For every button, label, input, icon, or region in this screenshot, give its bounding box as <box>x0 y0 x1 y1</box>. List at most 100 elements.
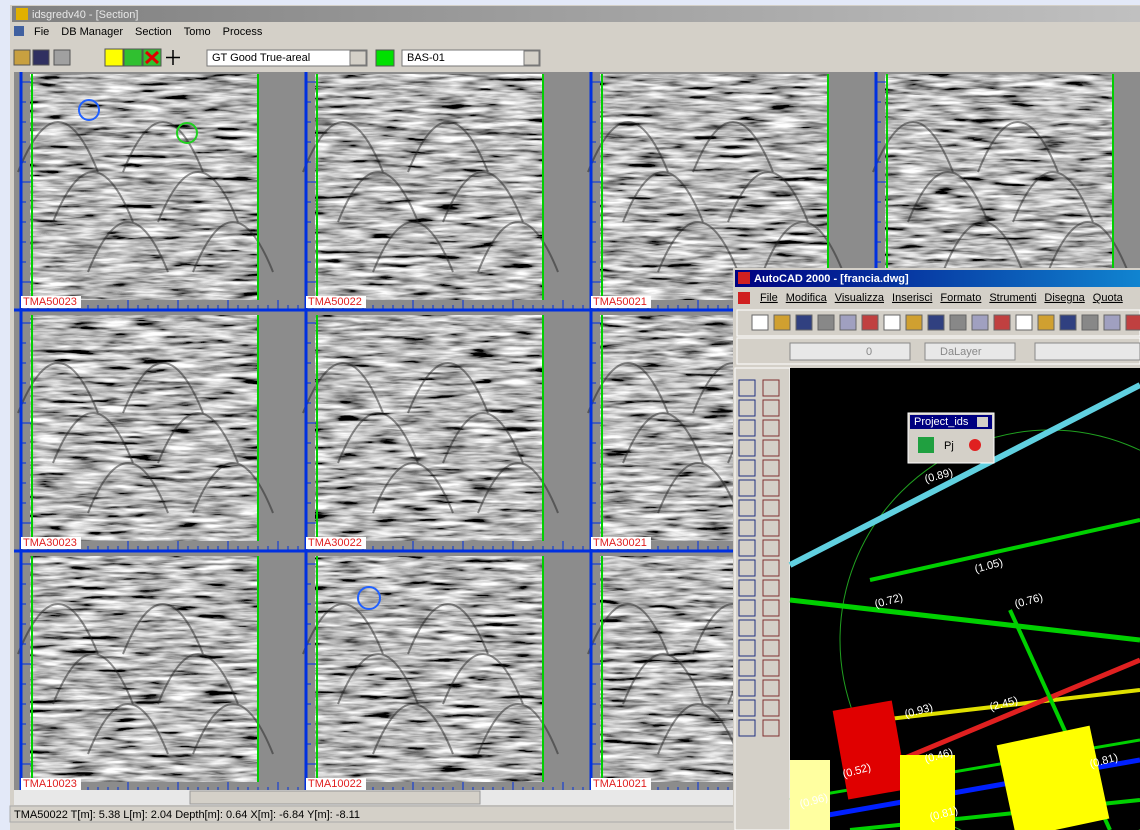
menu-item[interactable]: Quota <box>1093 292 1124 304</box>
lineweight-dropdown[interactable] <box>1034 342 1140 361</box>
tool-button[interactable] <box>993 314 1011 331</box>
draw-tool[interactable] <box>738 499 756 517</box>
draw-tool[interactable] <box>762 399 780 417</box>
linetype-dropdown[interactable] <box>924 342 1016 361</box>
draw-tool[interactable] <box>738 619 756 637</box>
menu-item[interactable]: Formato <box>940 292 981 304</box>
tool-button[interactable] <box>751 314 769 331</box>
draw-palette <box>734 367 791 830</box>
draw-tool[interactable] <box>762 479 780 497</box>
tool-button[interactable] <box>1037 314 1055 331</box>
tool-button[interactable] <box>883 314 901 331</box>
menu-item[interactable]: Inserisci <box>892 292 932 304</box>
cross-button[interactable] <box>166 50 180 65</box>
draw-tool[interactable] <box>738 379 756 397</box>
draw-tool[interactable] <box>738 419 756 437</box>
menu-item[interactable]: Process <box>223 26 263 38</box>
palette-button[interactable]: Pj <box>944 440 954 452</box>
draw-tool[interactable] <box>738 439 756 457</box>
hyperbola <box>587 603 669 655</box>
draw-tool[interactable] <box>738 459 756 477</box>
tool-button[interactable] <box>861 314 879 331</box>
tool-button[interactable] <box>1103 314 1121 331</box>
dropdown-arrow[interactable] <box>349 50 367 66</box>
draw-tool[interactable] <box>762 699 780 717</box>
draw-tool[interactable] <box>738 559 756 577</box>
menu-icon <box>14 26 24 36</box>
save-button[interactable] <box>32 49 50 66</box>
draw-tool[interactable] <box>738 699 756 717</box>
hyperbola <box>302 603 384 655</box>
draw-tool[interactable] <box>762 499 780 517</box>
draw-tool[interactable] <box>738 679 756 697</box>
tool-button[interactable] <box>1015 314 1033 331</box>
tool-button[interactable] <box>905 314 923 331</box>
draw-tool[interactable] <box>762 619 780 637</box>
draw-tool[interactable] <box>738 719 756 737</box>
draw-tool[interactable] <box>738 639 756 657</box>
menu-item[interactable]: Disegna <box>1044 292 1085 304</box>
print-button[interactable] <box>53 49 71 66</box>
draw-tool[interactable] <box>738 399 756 417</box>
menu-item[interactable]: Section <box>135 26 172 38</box>
menu-item[interactable]: Strumenti <box>989 292 1036 304</box>
hyperbola <box>762 221 844 273</box>
palette-stop-button[interactable] <box>969 439 981 451</box>
draw-tool[interactable] <box>762 659 780 677</box>
draw-tool[interactable] <box>738 599 756 617</box>
draw-tool[interactable] <box>762 559 780 577</box>
draw-tool[interactable] <box>762 679 780 697</box>
tool-button[interactable] <box>795 314 813 331</box>
draw-tool[interactable] <box>762 579 780 597</box>
draw-tool[interactable] <box>762 639 780 657</box>
menu-item[interactable]: Tomo <box>184 26 211 38</box>
draw-tool[interactable] <box>762 379 780 397</box>
draw-tool[interactable] <box>762 419 780 437</box>
menu-item[interactable]: DB Manager <box>61 26 123 38</box>
palette-close[interactable] <box>977 417 988 427</box>
tool-button[interactable] <box>971 314 989 331</box>
menu-item[interactable]: Visualizza <box>835 292 885 304</box>
layer-dropdown[interactable] <box>206 49 368 67</box>
palette-title: Project_ids <box>914 416 969 428</box>
menu-item[interactable]: Modifica <box>786 292 828 304</box>
color-button[interactable] <box>375 49 395 67</box>
draw-tool[interactable] <box>762 519 780 537</box>
circle-button[interactable] <box>123 48 143 67</box>
pipe <box>869 518 1140 582</box>
survey-dropdown[interactable] <box>401 49 541 67</box>
arc-button[interactable] <box>104 48 124 67</box>
scroll-thumb[interactable] <box>189 790 481 805</box>
tool-button[interactable] <box>773 314 791 331</box>
menu-item[interactable]: Fie <box>34 26 49 38</box>
tool-button[interactable] <box>1125 314 1140 331</box>
tool-button[interactable] <box>839 314 857 331</box>
tool-button[interactable] <box>927 314 945 331</box>
hyperbola <box>872 121 954 173</box>
layer-dropdown[interactable] <box>789 342 911 361</box>
draw-tool[interactable] <box>738 479 756 497</box>
tool-button[interactable] <box>817 314 835 331</box>
tool-button[interactable] <box>949 314 967 331</box>
open-button[interactable] <box>13 49 31 66</box>
draw-tool[interactable] <box>762 439 780 457</box>
draw-tool[interactable] <box>762 719 780 737</box>
radargram <box>315 556 543 782</box>
tool-button[interactable] <box>1081 314 1099 331</box>
menu-item[interactable]: File <box>760 292 778 304</box>
draw-tool[interactable] <box>738 539 756 557</box>
panel-label-bg <box>21 778 81 790</box>
draw-tool[interactable] <box>762 459 780 477</box>
hyperbola <box>407 362 489 414</box>
tool-button[interactable] <box>1059 314 1077 331</box>
draw-tool[interactable] <box>738 579 756 597</box>
panel-label: TMA50023 <box>23 296 77 308</box>
draw-tool[interactable] <box>762 599 780 617</box>
palette-up-button[interactable] <box>918 437 934 453</box>
dropdown-arrow[interactable] <box>523 50 540 66</box>
draw-tool[interactable] <box>738 519 756 537</box>
hyperbola <box>157 412 239 464</box>
draw-tool[interactable] <box>762 539 780 557</box>
draw-tool[interactable] <box>738 659 756 677</box>
hyperbola <box>87 462 169 514</box>
